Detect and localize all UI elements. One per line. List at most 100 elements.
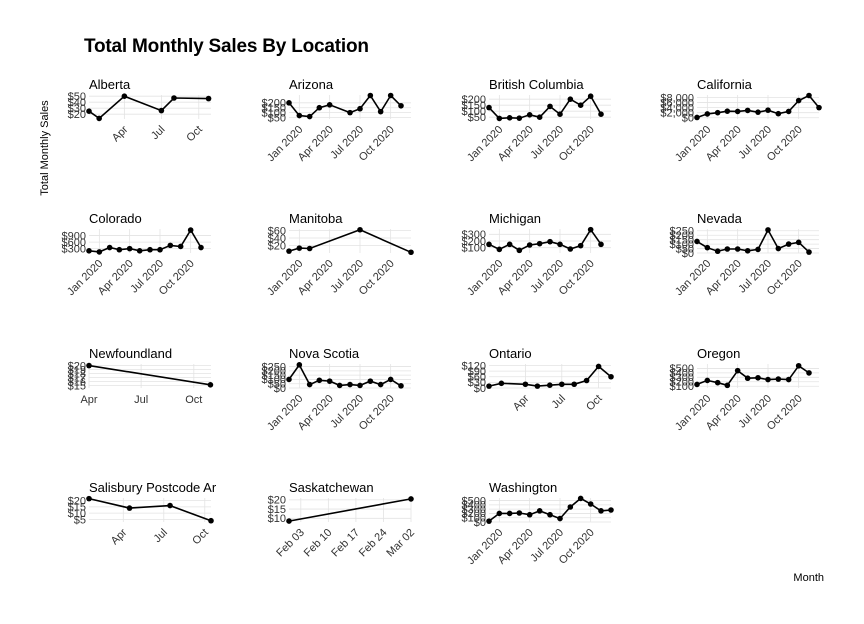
data-point (587, 501, 594, 507)
y-tick-label: $100 (462, 106, 486, 118)
chart-title: Total Monthly Sales By Location (84, 36, 369, 57)
data-point (486, 241, 492, 248)
data-point (316, 377, 323, 384)
data-point (157, 246, 163, 253)
y-tick-label: $250 (670, 226, 694, 238)
y-tick-label: $17 (68, 372, 86, 384)
x-tick-label: Oct (584, 393, 605, 414)
y-tick-label: $20 (68, 109, 86, 121)
series-line (88, 95, 209, 120)
data-point (506, 115, 513, 121)
data-point (547, 103, 553, 110)
data-point (357, 382, 363, 389)
y-tick-label: $200 (262, 366, 286, 378)
y-tick-label: $200 (462, 236, 486, 248)
data-point (775, 110, 782, 117)
y-tick-label: $0 (474, 383, 486, 395)
data-point (177, 243, 184, 250)
x-tick-label: Oct (190, 527, 211, 548)
facet-title: Michigan (489, 211, 542, 226)
y-tick-label: $300 (462, 504, 486, 516)
data-point (577, 242, 584, 249)
y-tick-label: $5 (74, 514, 86, 526)
data-point (526, 112, 533, 118)
x-tick-label: Feb 24 (357, 527, 390, 560)
data-point (506, 241, 513, 248)
y-tick-label: $20 (68, 495, 86, 507)
data-point (408, 249, 414, 256)
y-tick-label: $0 (682, 248, 694, 260)
data-point (121, 93, 128, 99)
data-point (734, 108, 741, 115)
x-tick-label: Apr (109, 526, 130, 547)
y-tick-label: $100 (670, 239, 694, 251)
facet-panel: Oregon $100 $200 $300 $400 $500 Jan 2020 Apr 20… (670, 346, 864, 466)
data-point (347, 381, 353, 388)
data-point (387, 92, 394, 99)
y-tick-label: $250 (262, 361, 286, 373)
data-point (765, 227, 771, 233)
facet-plot: $0$30$60$90$120 Apr Jul Oct (462, 360, 614, 414)
data-point (694, 114, 700, 121)
facet-panel: British Columbia $50 $100 $150 $200 Jan 2020 A… (462, 77, 664, 197)
data-point (704, 244, 711, 251)
data-point (367, 92, 374, 99)
facet-title: Washington (489, 480, 558, 495)
data-point (106, 244, 113, 251)
facet-title: Oregon (697, 346, 741, 361)
facet-panel: Nova Scotia $0 $50 $100 $150 $200 $250 Jan 2020… (262, 346, 464, 466)
x-tick-label: Apr (80, 394, 97, 406)
data-point (347, 109, 353, 116)
y-tick-label: $60 (468, 372, 486, 384)
y-tick-label: $30 (68, 103, 86, 115)
facet-plot: $5$10$15$20 Apr Jul Oct (68, 495, 214, 548)
y-tick-label: $100 (670, 381, 694, 393)
facet-title: Alberta (89, 77, 131, 92)
y-tick-label: $30 (468, 377, 486, 389)
data-point (408, 496, 414, 502)
data-point (534, 383, 541, 389)
data-point (536, 114, 543, 120)
y-tick-label: $200 (670, 230, 694, 242)
data-point (795, 362, 802, 369)
data-point (526, 242, 533, 248)
data-point (744, 247, 751, 254)
data-point (806, 370, 812, 376)
data-point (755, 246, 761, 253)
y-tick-label: $400 (462, 500, 486, 512)
y-tick-label: $15 (268, 504, 286, 516)
facet-title: Saskatchewan (289, 480, 374, 495)
y-tick-label: $15 (68, 380, 86, 392)
y-tick-label: $0 (474, 517, 486, 529)
x-tick-label: Jul (149, 124, 167, 142)
data-point (526, 511, 533, 518)
data-point (704, 111, 711, 117)
data-point (587, 226, 594, 233)
data-point (765, 376, 771, 383)
data-point (598, 241, 604, 248)
data-point (559, 381, 565, 388)
data-point (724, 108, 731, 114)
y-tick-label: $100 (462, 242, 486, 254)
facet-panel: Manitoba $20 $40 $60 Jan 2020 Apr 2020 Jul 202… (265, 211, 464, 331)
data-point (208, 517, 214, 524)
y-tick-label: $50 (268, 379, 286, 391)
y-tick-label: $200 (462, 508, 486, 520)
data-point (806, 92, 812, 99)
data-point (187, 227, 194, 233)
facet-panel: Washington $0 $100 $200 $300 $400 $500 Jan 2020… (462, 480, 664, 600)
data-point (714, 109, 721, 116)
data-point (198, 244, 204, 251)
y-tick-label: $20 (268, 495, 286, 507)
y-tick-label: $120 (462, 360, 486, 372)
facet-panel: Nevada $0 $50 $100 $150 $200 $250 Jan 2020 Apr 2… (670, 211, 864, 331)
data-point (724, 382, 731, 389)
data-point (714, 379, 721, 386)
data-point (86, 362, 92, 369)
y-axis-label: Total Monthly Sales (39, 100, 51, 196)
data-point (96, 115, 102, 122)
data-point (577, 102, 584, 108)
